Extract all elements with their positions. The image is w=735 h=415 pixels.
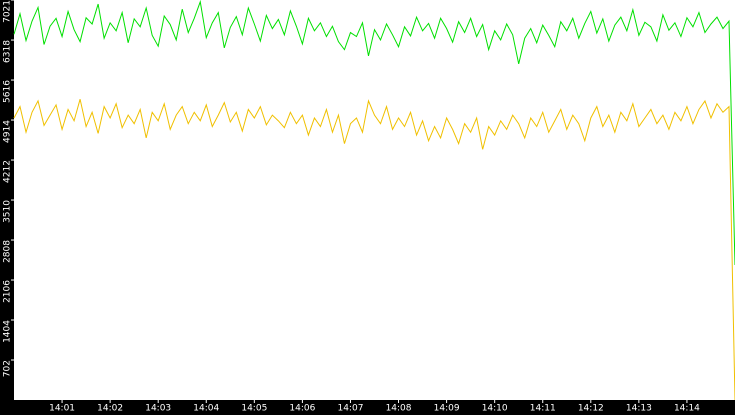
x-tick-label: 14:09 [434,404,460,414]
x-tick-label: 14:12 [578,404,604,414]
y-tick-label: 6318 [3,40,13,63]
x-tick-label: 14:13 [626,404,652,414]
x-tick-label: 14:03 [145,404,171,414]
x-tick-label: 14:05 [241,404,267,414]
x-tick-label: 14:10 [482,404,508,414]
y-tick-label: 3510 [3,200,13,223]
y-tick-label: 4212 [3,160,13,183]
x-tick-label: 14:11 [530,404,556,414]
y-tick-label: 5616 [3,80,13,103]
y-tick-label: 1404 [3,320,13,343]
x-tick-label: 14:02 [97,404,123,414]
y-tick-label: 2106 [3,280,13,303]
x-tick-label: 14:01 [49,404,75,414]
x-axis-strip [0,400,735,415]
x-tick-label: 14:04 [193,404,219,414]
plot-area [0,0,735,400]
x-tick-label: 14:06 [289,404,315,414]
y-tick-label: 4914 [3,120,13,143]
y-tick-label: 7021 [3,0,13,23]
series-line [13,99,735,401]
y-axis-strip [0,0,14,415]
x-tick-label: 14:08 [386,404,412,414]
x-tick-label: 14:07 [337,404,363,414]
y-tick-label: 702 [3,360,13,377]
x-tick-label: 14:14 [674,404,700,414]
series-line [13,0,735,265]
y-tick-label: 2808 [3,240,13,263]
